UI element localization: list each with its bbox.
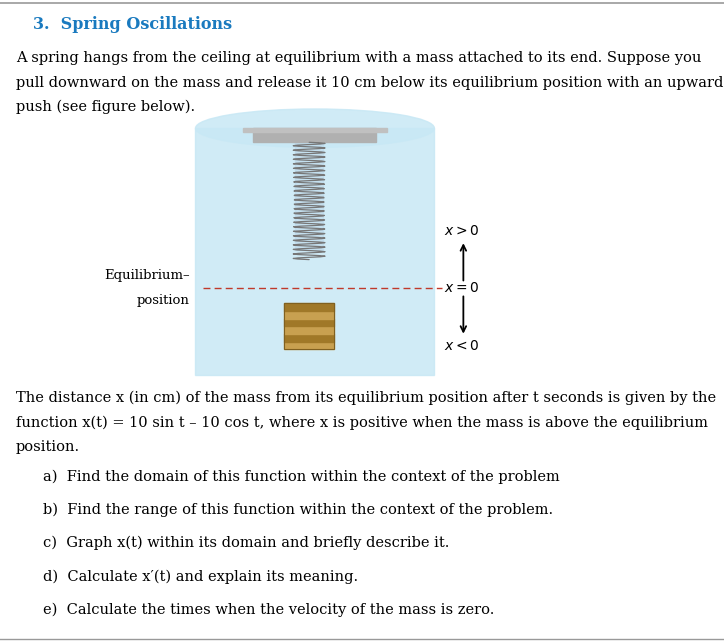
Bar	[284, 303, 334, 311]
Text: position: position	[137, 294, 190, 306]
Text: pull downward on the mass and release it 10 cm below its equilibrium position wi: pull downward on the mass and release it…	[16, 76, 723, 90]
Text: The distance x (in cm) of the mass from its equilibrium position after t seconds: The distance x (in cm) of the mass from …	[16, 391, 716, 405]
Bar	[284, 334, 334, 342]
Bar	[284, 311, 334, 319]
Text: position.: position.	[16, 440, 80, 454]
Text: d)  Calculate x′(t) and explain its meaning.: d) Calculate x′(t) and explain its meani…	[43, 569, 358, 583]
Text: a)  Find the domain of this function within the context of the problem: a) Find the domain of this function with…	[43, 469, 560, 483]
Bar	[284, 303, 334, 349]
Text: A spring hangs from the ceiling at equilibrium with a mass attached to its end. : A spring hangs from the ceiling at equil…	[16, 51, 702, 65]
Text: c)  Graph x(t) within its domain and briefly describe it.: c) Graph x(t) within its domain and brie…	[43, 536, 450, 550]
Text: $x = 0$: $x = 0$	[444, 281, 479, 296]
Text: Equilibrium–: Equilibrium–	[104, 269, 190, 282]
Text: $x < 0$: $x < 0$	[444, 339, 479, 353]
Text: function x(t) = 10 sin t – 10 cos t, where x is positive when the mass is above : function x(t) = 10 sin t – 10 cos t, whe…	[16, 415, 708, 429]
Bar	[253, 128, 376, 142]
Text: push (see figure below).: push (see figure below).	[16, 100, 195, 114]
Bar	[284, 342, 334, 349]
Text: 3.  Spring Oscillations: 3. Spring Oscillations	[33, 16, 232, 33]
Text: b)  Find the range of this function within the context of the problem.: b) Find the range of this function withi…	[43, 503, 554, 517]
Text: $x > 0$: $x > 0$	[444, 224, 479, 238]
Bar	[284, 319, 334, 326]
Bar	[284, 326, 334, 334]
Text: e)  Calculate the times when the velocity of the mass is zero.: e) Calculate the times when the velocity…	[43, 603, 494, 617]
Ellipse shape	[195, 109, 434, 147]
Bar	[195, 128, 434, 375]
Bar	[295, 142, 323, 250]
Bar	[243, 128, 387, 133]
